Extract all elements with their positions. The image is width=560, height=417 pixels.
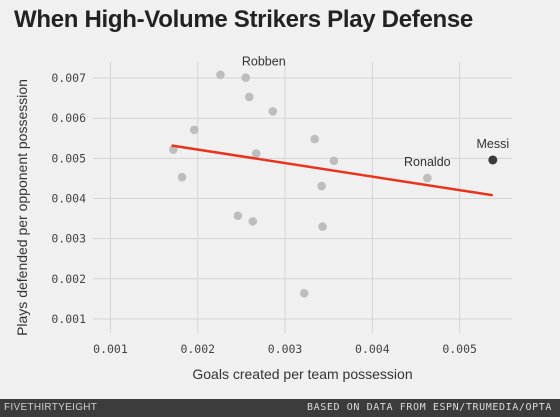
data-point — [329, 156, 339, 166]
footer-bar: FIVETHIRTYEIGHT BASED ON DATA FROM ESPN/… — [0, 399, 560, 417]
point-label: Ronaldo — [404, 155, 451, 169]
source-note: BASED ON DATA FROM ESPN/TRUMEDIA/OPTA — [307, 402, 552, 413]
data-point — [233, 211, 243, 221]
data-point — [251, 149, 261, 158]
fivethirtyeight-logo: FIVETHIRTYEIGHT — [4, 402, 98, 413]
grid — [93, 62, 512, 333]
x-axis-ticks: 0.001 0.002 0.003 0.004 0.005 — [93, 342, 477, 356]
point-labels: Robben Ronaldo Messi — [242, 55, 509, 169]
data-point-highlight — [488, 155, 498, 165]
point-label: Messi — [476, 137, 509, 151]
data-point — [244, 92, 254, 102]
data-point — [216, 70, 225, 80]
point-label: Robben — [242, 55, 286, 69]
data-point — [310, 134, 320, 144]
y-tick-label: 0.004 — [51, 192, 86, 206]
y-tick-label: 0.002 — [51, 272, 86, 286]
data-point — [423, 173, 432, 183]
y-tick-label: 0.001 — [51, 312, 86, 326]
data-point — [248, 217, 258, 226]
x-tick-label: 0.005 — [442, 342, 477, 356]
trendline-group — [171, 144, 493, 197]
data-point — [177, 172, 187, 182]
chart-title: When High-Volume Strikers Play Defense — [14, 6, 473, 33]
data-points — [169, 70, 498, 298]
y-axis-ticks: 0.001 0.002 0.003 0.004 0.005 0.006 0.007 — [51, 71, 86, 326]
x-tick-label: 0.004 — [355, 342, 390, 356]
y-tick-label: 0.006 — [51, 111, 86, 125]
data-point — [268, 107, 278, 116]
y-tick-label: 0.005 — [51, 151, 86, 165]
data-point — [317, 181, 327, 191]
scatter-chart: 0.001 0.002 0.003 0.004 0.005 0.0010.0020.00… — [14, 55, 512, 382]
data-point — [241, 73, 251, 82]
data-point — [189, 125, 199, 135]
x-axis-title: Goals created per team possession — [192, 366, 412, 382]
data-point — [318, 222, 327, 231]
trendline — [171, 144, 493, 197]
x-tick-label: 0.003 — [268, 342, 303, 356]
y-axis-title: Plays defended per opponent possession — [14, 79, 30, 336]
y-tick-label: 0.003 — [51, 232, 86, 246]
y-tick-label: 0.007 — [51, 71, 86, 85]
x-tick-label: 0.002 — [180, 342, 215, 356]
data-point — [299, 288, 309, 298]
x-tick-label: 0.001 — [93, 342, 128, 356]
